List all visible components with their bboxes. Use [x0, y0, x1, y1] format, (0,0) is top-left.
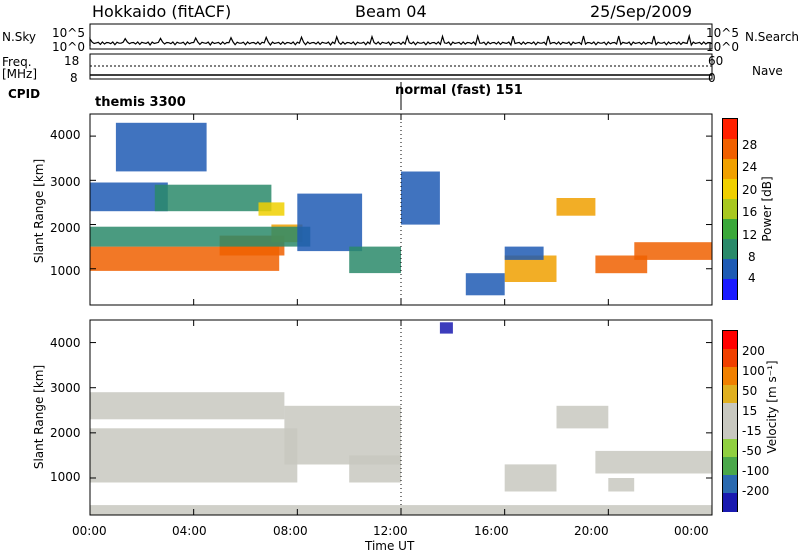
nsearch-label: N.Search: [745, 30, 800, 44]
colorbar-swatch: [723, 239, 737, 260]
xtick-5: 20:00: [574, 524, 609, 538]
data-region-5: [556, 405, 609, 429]
colorbar-swatch: [723, 259, 737, 280]
data-region-0: [90, 428, 298, 483]
power-colorbar: [722, 118, 738, 300]
power-cbar-tick-16: 16: [742, 205, 758, 219]
power-cbar-tick-28: 28: [742, 138, 758, 152]
nsky-tick-top: 10^5: [52, 26, 85, 40]
date-title: 25/Sep/2009: [590, 2, 693, 21]
data-region-9: [608, 478, 635, 492]
freq-label-2: [MHz]: [2, 67, 38, 81]
power-cbar-tick-8: 8: [748, 250, 756, 264]
data-region-8: [297, 193, 363, 252]
colorbar-swatch: [723, 278, 737, 300]
cpid-segment-1: themis 3300: [95, 95, 186, 110]
colorbar-swatch: [723, 457, 737, 476]
colorbar-swatch: [723, 349, 737, 368]
velocity-ytick-2000: 2000: [50, 426, 81, 440]
nsky-label: N.Sky: [2, 30, 37, 44]
data-region-7: [258, 202, 285, 216]
power-cbar-tick-12: 12: [742, 228, 758, 242]
vel-cbar-tick-m15: -15: [742, 424, 762, 438]
power-cbar-tick-4: 4: [748, 271, 756, 285]
data-region-4: [504, 464, 557, 492]
data-region-5: [154, 184, 272, 212]
data-region-12: [556, 198, 596, 216]
vel-cbar-tick-m50: -50: [742, 444, 762, 458]
site-title: Hokkaido (fitACF): [92, 2, 232, 21]
xtick-0: 00:00: [72, 524, 107, 538]
power-cbar-tick-24: 24: [742, 160, 758, 174]
vel-cbar-tick-m200: -200: [742, 484, 770, 498]
power-cbar-tick-20: 20: [742, 183, 758, 197]
beam-title: Beam 04: [355, 2, 427, 21]
nsky-tick-bottom: 10^0: [52, 40, 85, 54]
power-ytick-2000: 2000: [50, 221, 81, 235]
data-region-3: [349, 455, 401, 483]
data-region-3: [90, 226, 311, 247]
nave-label: Nave: [752, 64, 783, 78]
velocity-ytick-4000: 4000: [50, 336, 81, 350]
data-region-6: [115, 122, 207, 172]
nsky-strip: [89, 23, 713, 50]
data-region-1: [90, 392, 285, 420]
xtick-4: 16:00: [474, 524, 509, 538]
data-region-10: [401, 171, 440, 225]
xaxis-title: Time UT: [365, 539, 415, 553]
velocity-ytick-3000: 3000: [50, 381, 81, 395]
vel-cbar-tick-200: 200: [742, 344, 765, 358]
xtick-6: 00:00: [674, 524, 709, 538]
colorbar-swatch: [723, 403, 737, 422]
colorbar-swatch: [723, 138, 737, 160]
colorbar-swatch: [723, 385, 737, 404]
power-panel: [89, 113, 713, 306]
data-region-2: [284, 405, 401, 465]
vel-cbar-tick-15: 15: [742, 404, 758, 418]
power-ytick-1000: 1000: [50, 264, 81, 278]
data-region-13: [595, 255, 648, 274]
colorbar-swatch: [723, 439, 737, 458]
colorbar-swatch: [723, 367, 737, 386]
colorbar-swatch: [723, 198, 737, 220]
data-region-7: [439, 322, 453, 334]
colorbar-swatch: [723, 475, 737, 494]
xtick-2: 08:00: [273, 524, 308, 538]
power-ytick-3000: 3000: [50, 175, 81, 189]
colorbar-swatch: [723, 493, 737, 512]
colorbar-swatch: [723, 331, 737, 350]
noise-trace: [89, 33, 713, 47]
velocity-ytick-1000: 1000: [50, 470, 81, 484]
nsearch-tick-top: 10^5: [706, 26, 739, 40]
xtick-1: 04:00: [172, 524, 207, 538]
data-region-11: [504, 255, 557, 282]
freq-tick-top: 18: [64, 54, 80, 68]
cpid-segment-2: normal (fast) 151: [395, 83, 523, 98]
cpid-label: CPID: [8, 87, 41, 101]
freq-label-1: Freq.: [2, 55, 32, 69]
data-region-16: [465, 273, 505, 296]
xtick-3: 12:00: [373, 524, 408, 538]
colorbar-swatch: [723, 421, 737, 440]
colorbar-swatch: [723, 219, 737, 240]
vel-cbar-tick-100: 100: [742, 364, 765, 378]
data-region-9: [349, 246, 401, 274]
vel-cbar-tick-m100: -100: [742, 464, 770, 478]
power-ytick-4000: 4000: [50, 128, 81, 142]
colorbar-swatch: [723, 119, 737, 140]
velocity-colorbar: [722, 330, 738, 512]
vel-cbar-tick-50: 50: [742, 384, 758, 398]
colorbar-swatch: [723, 158, 737, 180]
colorbar-swatch: [723, 179, 737, 200]
data-region-14: [634, 242, 713, 260]
nsearch-tick-bottom: 10^0: [706, 40, 739, 54]
freq-tick-bottom: 8: [70, 71, 78, 85]
data-region-6: [595, 450, 712, 474]
velocity-panel: [89, 319, 713, 516]
data-region-15: [504, 246, 544, 260]
